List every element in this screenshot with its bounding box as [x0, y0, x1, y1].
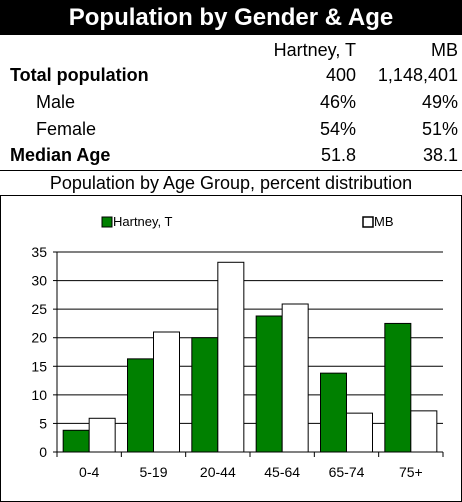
- bar-chart: Hartney, T MB 0 5 10 15 20 25 30 35 0-4 5-19 20-44…: [31, 214, 444, 480]
- bar-hartney-20-44: [191, 337, 219, 453]
- bar-mb-0-4: [88, 417, 116, 453]
- row-value-hartney: 51.8: [320, 145, 356, 165]
- column-header-mb: MB: [431, 40, 458, 60]
- y-tick-label: 5: [39, 415, 47, 431]
- y-tick-label: 10: [31, 387, 47, 403]
- legend: Hartney, T MB: [101, 214, 394, 229]
- row-value-hartney: 46%: [319, 92, 356, 112]
- row-value-mb: 51%: [421, 119, 458, 139]
- row-value-mb: 1,148,401: [377, 65, 458, 85]
- y-tick-label: 20: [31, 330, 47, 346]
- row-value-mb: 49%: [421, 92, 458, 112]
- bar-mb-65-74: [346, 412, 373, 453]
- bar-mb-20-44: [217, 261, 245, 453]
- row-label: Male: [36, 92, 76, 112]
- chart-panel: Hartney, T MB 0 5 10 15 20 25 30 35 0-4 5-19 20-44…: [0, 196, 462, 502]
- table-row: Total population 400 1,148,401: [0, 63, 462, 88]
- y-tick-label: 30: [31, 273, 47, 289]
- divider: [0, 170, 462, 171]
- x-tick-label: 45-64: [264, 464, 300, 480]
- legend-swatch-hartney: [101, 216, 113, 228]
- bar-mb-5-19: [153, 331, 180, 453]
- row-value-hartney: 54%: [319, 119, 356, 139]
- bar-hartney-5-19: [127, 358, 154, 453]
- y-tick-label: 25: [31, 301, 47, 317]
- legend-label-hartney: Hartney, T: [113, 214, 173, 229]
- chart-subtitle: Population by Age Group, percent distrib…: [49, 173, 413, 193]
- row-label: Median Age: [10, 145, 111, 165]
- bar-mb-45-64: [281, 303, 309, 453]
- column-header-hartney: Hartney, T: [273, 40, 356, 60]
- stats-table: Hartney, T MB Total population 400 1,148…: [0, 35, 462, 195]
- y-tick-label: 35: [31, 244, 47, 260]
- row-value-hartney: 400: [325, 65, 356, 85]
- row-value-mb: 38.1: [422, 145, 458, 165]
- x-tick-label: 5-19: [139, 464, 167, 480]
- row-label: Female: [36, 119, 97, 139]
- y-tick-label: 15: [31, 358, 47, 374]
- bar-mb-75+: [410, 410, 438, 453]
- x-tick-label: 65-74: [329, 464, 365, 480]
- bar-hartney-45-64: [255, 315, 283, 453]
- x-tick-label: 0-4: [79, 464, 99, 480]
- legend-swatch-mb: [362, 216, 374, 228]
- table-row: Male 46% 49%: [0, 90, 462, 115]
- table-row: Median Age 51.8 38.1: [0, 143, 462, 168]
- x-tick-label: 75+: [399, 464, 423, 480]
- row-label: Total population: [10, 65, 149, 85]
- y-tick-label: 0: [39, 444, 47, 460]
- bar-hartney-65-74: [320, 372, 347, 453]
- bar-hartney-0-4: [62, 429, 90, 453]
- page-title: Population by Gender & Age: [0, 0, 462, 35]
- bar-hartney-75+: [384, 322, 412, 453]
- column-header-row: Hartney, T MB: [0, 38, 462, 63]
- divider: [0, 195, 462, 196]
- legend-label-mb: MB: [374, 214, 394, 229]
- table-row: Female 54% 51%: [0, 117, 462, 142]
- x-tick-label: 20-44: [200, 464, 236, 480]
